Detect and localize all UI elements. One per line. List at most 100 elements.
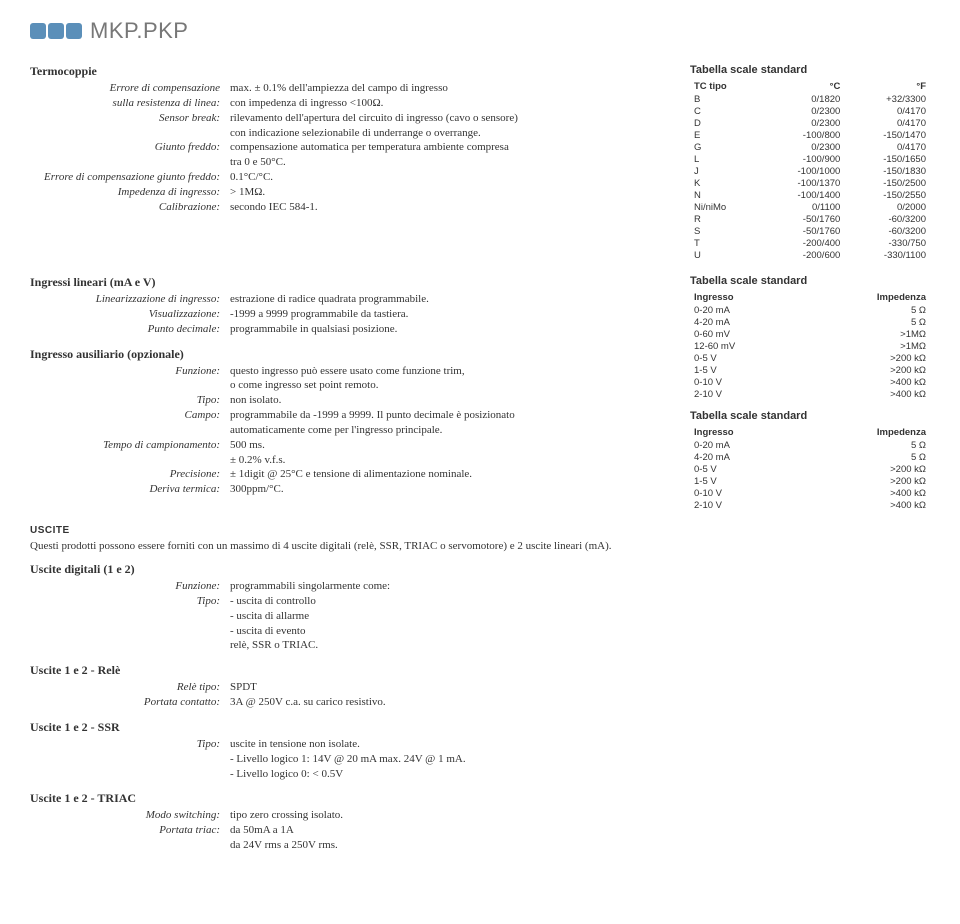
spec-label — [30, 155, 230, 170]
termocoppie-specs: Errore di compensazionemax. ± 0.1% dell'… — [30, 81, 670, 215]
table-row: 1-5 V>200 kΩ — [690, 475, 930, 487]
spec-value: tipo zero crossing isolato. — [230, 808, 930, 823]
table-row: 4-20 mA5 Ω — [690, 451, 930, 463]
spec-value: con indicazione selezionabile di underra… — [230, 126, 670, 141]
logo-squares-icon — [30, 23, 82, 39]
spec-label: Modo switching: — [30, 808, 230, 823]
spec-value: 0.1°C/°C. — [230, 170, 670, 185]
linear-specs: Linearizzazione di ingresso:estrazione d… — [30, 292, 670, 337]
uscite-digital-specs: Funzione:programmabili singolarmente com… — [30, 579, 930, 653]
spec-label — [30, 752, 230, 767]
table-row: B0/1820+32/3300 — [690, 93, 930, 105]
uscite-triac-title: Uscite 1 e 2 - TRIAC — [30, 791, 930, 806]
spec-value: rilevamento dell'apertura del circuito d… — [230, 111, 670, 126]
table-row: S-50/1760-60/3200 — [690, 225, 930, 237]
spec-value: o come ingresso set point remoto. — [230, 378, 670, 393]
uscite-rele-specs: Relè tipo:SPDTPortata contatto:3A @ 250V… — [30, 680, 930, 710]
spec-value: da 24V rms a 250V rms. — [230, 838, 930, 853]
spec-label: Calibrazione: — [30, 200, 230, 215]
spec-value: secondo IEC 584-1. — [230, 200, 670, 215]
spec-value: 300ppm/°C. — [230, 482, 670, 497]
spec-value: - uscita di controllo — [230, 594, 930, 609]
spec-label: Punto decimale: — [30, 322, 230, 337]
spec-label — [30, 624, 230, 639]
spec-value: - uscita di evento — [230, 624, 930, 639]
spec-value: tra 0 e 50°C. — [230, 155, 670, 170]
spec-value: estrazione di radice quadrata programmab… — [230, 292, 670, 307]
spec-label: Funzione: — [30, 579, 230, 594]
spec-value: relè, SSR o TRIAC. — [230, 638, 930, 653]
spec-label: Precisione: — [30, 467, 230, 482]
spec-label — [30, 767, 230, 782]
spec-value: ± 1digit @ 25°C e tensione di alimentazi… — [230, 467, 670, 482]
table-header: Impedenza — [801, 291, 930, 304]
table-header: Ingresso — [690, 291, 801, 304]
spec-label: Deriva termica: — [30, 482, 230, 497]
spec-value: automaticamente come per l'ingresso prin… — [230, 423, 670, 438]
spec-label: Portata triac: — [30, 823, 230, 838]
brand-name: MKP.PKP — [90, 18, 188, 44]
spec-value: programmabile in qualsiasi posizione. — [230, 322, 670, 337]
spec-value: con impedenza di ingresso <100Ω. — [230, 96, 670, 111]
table-row: 0-10 V>400 kΩ — [690, 376, 930, 388]
spec-label — [30, 838, 230, 853]
aux-title: Ingresso ausiliario (opzionale) — [30, 347, 670, 362]
uscite-rele-title: Uscite 1 e 2 - Relè — [30, 663, 930, 678]
table-row: G0/23000/4170 — [690, 141, 930, 153]
aux-table-title: Tabella scale standard — [690, 410, 930, 422]
table-row: 0-5 V>200 kΩ — [690, 352, 930, 364]
table-row: T-200/400-330/750 — [690, 237, 930, 249]
termocoppie-title: Termocoppie — [30, 64, 670, 79]
table-row: D0/23000/4170 — [690, 117, 930, 129]
tc-table-title: Tabella scale standard — [690, 64, 930, 76]
spec-value: compensazione automatica per temperatura… — [230, 140, 670, 155]
table-header: °F — [844, 80, 930, 93]
table-row: C0/23000/4170 — [690, 105, 930, 117]
uscite-ssr-specs: Tipo:uscite in tensione non isolate.- Li… — [30, 737, 930, 782]
spec-label — [30, 126, 230, 141]
spec-label: sulla resistenza di linea: — [30, 96, 230, 111]
lin-table-title: Tabella scale standard — [690, 275, 930, 287]
table-row: U-200/600-330/1100 — [690, 249, 930, 261]
linear-title: Ingressi lineari (mA e V) — [30, 275, 670, 290]
table-row: K-100/1370-150/2500 — [690, 177, 930, 189]
spec-value: programmabili singolarmente come: — [230, 579, 930, 594]
spec-value: non isolato. — [230, 393, 670, 408]
spec-label: Sensor break: — [30, 111, 230, 126]
table-row: 1-5 V>200 kΩ — [690, 364, 930, 376]
aux-table: IngressoImpedenza0-20 mA5 Ω4-20 mA5 Ω0-5… — [690, 426, 930, 511]
table-header: Impedenza — [799, 426, 930, 439]
spec-label: Tipo: — [30, 594, 230, 609]
uscite-digital-title: Uscite digitali (1 e 2) — [30, 562, 930, 577]
table-row: 0-20 mA5 Ω — [690, 439, 930, 451]
spec-value: -1999 a 9999 programmabile da tastiera. — [230, 307, 670, 322]
spec-value: 500 ms. — [230, 438, 670, 453]
table-row: 0-20 mA5 Ω — [690, 304, 930, 316]
spec-label: Relè tipo: — [30, 680, 230, 695]
spec-label: Portata contatto: — [30, 695, 230, 710]
table-row: 2-10 V>400 kΩ — [690, 499, 930, 511]
table-row: 2-10 V>400 kΩ — [690, 388, 930, 400]
table-row: 0-10 V>400 kΩ — [690, 487, 930, 499]
spec-label: Tipo: — [30, 393, 230, 408]
spec-label: Linearizzazione di ingresso: — [30, 292, 230, 307]
table-row: J-100/1000-150/1830 — [690, 165, 930, 177]
brand-header: MKP.PKP — [30, 18, 930, 44]
spec-value: ± 0.2% v.f.s. — [230, 453, 670, 468]
spec-value: > 1MΩ. — [230, 185, 670, 200]
spec-value: - Livello logico 1: 14V @ 20 mA max. 24V… — [230, 752, 930, 767]
uscite-triac-specs: Modo switching:tipo zero crossing isolat… — [30, 808, 930, 853]
spec-label: Errore di compensazione — [30, 81, 230, 96]
spec-label: Impedenza di ingresso: — [30, 185, 230, 200]
uscite-heading: USCITE — [30, 525, 930, 536]
table-row: R-50/1760-60/3200 — [690, 213, 930, 225]
spec-value: da 50mA a 1A — [230, 823, 930, 838]
spec-label: Funzione: — [30, 364, 230, 379]
spec-value: uscite in tensione non isolate. — [230, 737, 930, 752]
spec-label: Giunto freddo: — [30, 140, 230, 155]
spec-label: Campo: — [30, 408, 230, 423]
table-row: E-100/800-150/1470 — [690, 129, 930, 141]
spec-label — [30, 638, 230, 653]
spec-value: - Livello logico 0: < 0.5V — [230, 767, 930, 782]
uscite-intro: Questi prodotti possono essere forniti c… — [30, 540, 930, 552]
